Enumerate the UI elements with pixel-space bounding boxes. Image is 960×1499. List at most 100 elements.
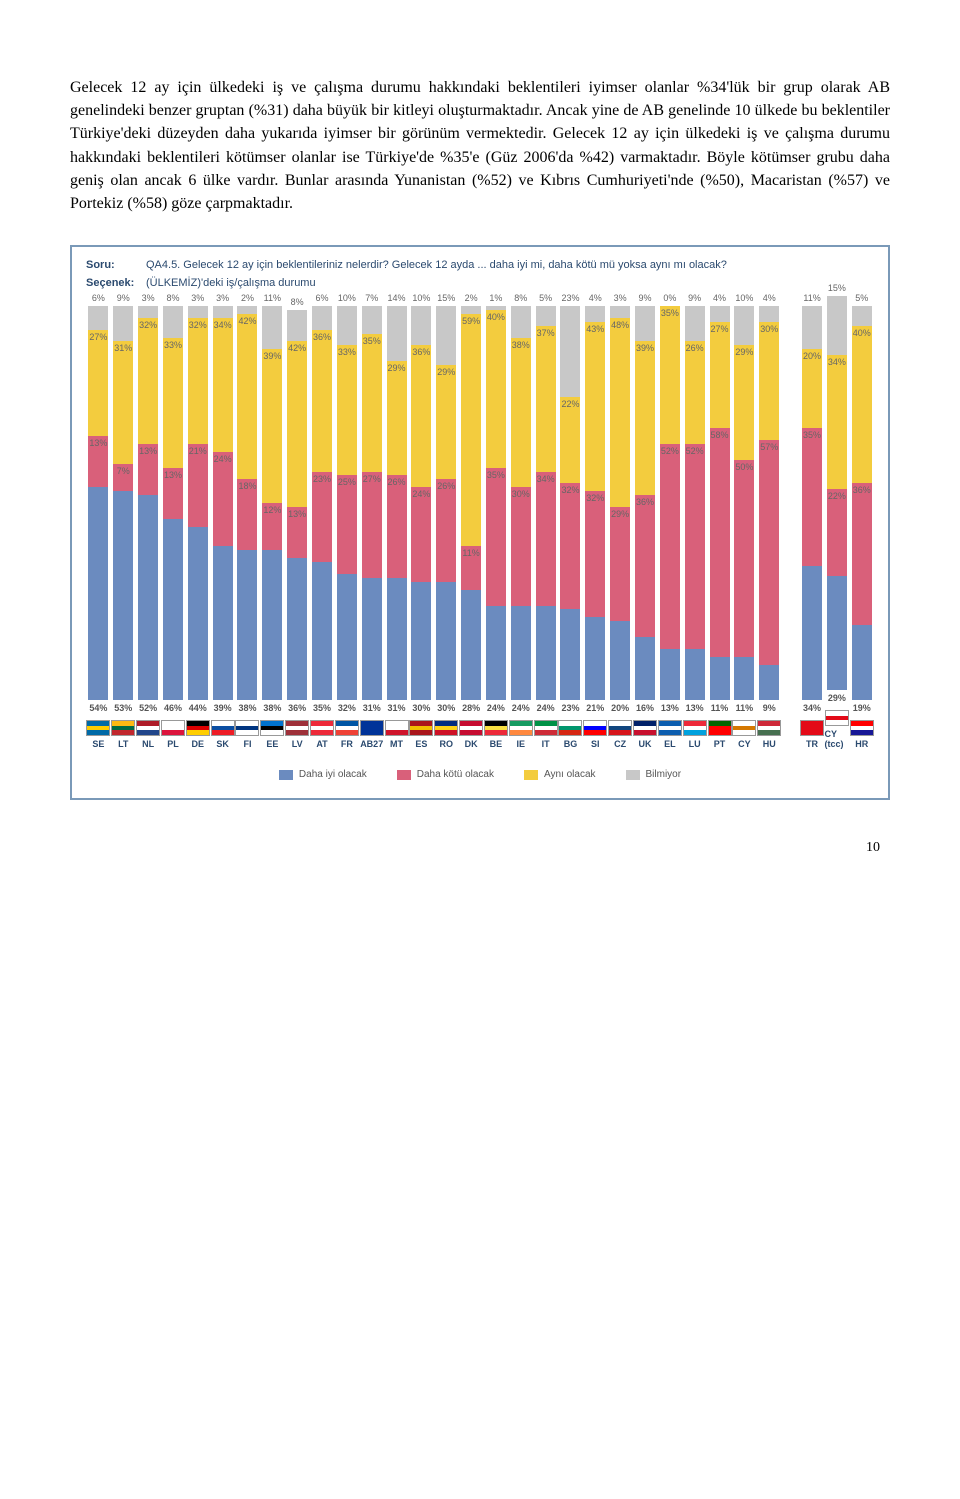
flag-icon (385, 720, 409, 736)
legend-worse: Daha kötü olacak (397, 769, 494, 780)
country-code: ES (415, 739, 427, 749)
country-bar-HU: 9%57%30%4%HU (757, 306, 782, 749)
flag-icon (136, 720, 160, 736)
country-bar-MT: 31%26%29%14%MT (384, 306, 409, 749)
country-bar-FI: 38%18%42%2%FI (235, 306, 260, 749)
flag-icon (800, 720, 824, 736)
flag-icon (360, 720, 384, 736)
flag-icon (608, 720, 632, 736)
flag-icon (757, 720, 781, 736)
country-bar-ES: 30%24%36%10%ES (409, 306, 434, 749)
flag-icon (285, 720, 309, 736)
country-bar-AB27: 31%27%35%7%AB27 (359, 306, 384, 749)
country-bar-SE: 54%13%27%6%SE (86, 306, 111, 749)
flag-icon (235, 720, 259, 736)
country-bar-IT: 24%34%37%5%IT (533, 306, 558, 749)
option-label: Seçenek: (86, 277, 146, 289)
country-code: LV (292, 739, 303, 749)
flag-icon (186, 720, 210, 736)
country-code: BG (564, 739, 578, 749)
country-code: BE (490, 739, 503, 749)
body-paragraph: Gelecek 12 ay için ülkedeki iş ve çalışm… (70, 76, 890, 215)
country-code: FI (243, 739, 251, 749)
country-code: EE (266, 739, 278, 749)
country-code: CY (738, 739, 751, 749)
flag-icon (211, 720, 235, 736)
chart-container: Soru: QA4.5. Gelecek 12 ay için beklenti… (70, 245, 890, 800)
country-code: CZ (614, 739, 626, 749)
flag-icon (683, 720, 707, 736)
country-bar-LU: 13%52%26%9%LU (682, 306, 707, 749)
legend-same: Aynı olacak (524, 769, 596, 780)
flag-icon (260, 720, 284, 736)
country-code: EL (664, 739, 676, 749)
country-code: NL (142, 739, 154, 749)
flag-icon (558, 720, 582, 736)
flag-icon (310, 720, 334, 736)
country-code: RO (439, 739, 453, 749)
flag-icon (708, 720, 732, 736)
flag-icon (825, 710, 849, 726)
country-bar-FR: 32%25%33%10%FR (334, 306, 359, 749)
country-code: SE (92, 739, 104, 749)
country-bar-LT: 53%7%31%9%LT (111, 306, 136, 749)
country-bar-HR: 19%36%40%5%HR (849, 306, 874, 749)
country-bar-IE: 24%30%38%8%IE (508, 306, 533, 749)
country-bar-CY (tcc): 29%22%34%15%CY (tcc) (824, 296, 849, 749)
question-row: Soru: QA4.5. Gelecek 12 ay için beklenti… (86, 259, 874, 271)
flag-icon (658, 720, 682, 736)
country-code: LT (118, 739, 128, 749)
country-bar-BG: 23%32%22%23%BG (558, 306, 583, 749)
country-code: IT (542, 739, 550, 749)
option-row: Seçenek: (ÜLKEMİZ)'deki iş/çalışma durum… (86, 277, 874, 289)
chart-legend: Daha iyi olacak Daha kötü olacak Aynı ol… (86, 769, 874, 780)
country-bar-SK: 39%24%34%3%SK (210, 306, 235, 749)
country-bar-BE: 24%35%40%1%BE (484, 306, 509, 749)
country-code: SI (591, 739, 600, 749)
country-code: DK (465, 739, 478, 749)
flag-icon (850, 720, 874, 736)
flag-icon (86, 720, 110, 736)
country-bar-RO: 30%26%29%15%RO (434, 306, 459, 749)
question-text: QA4.5. Gelecek 12 ay için beklentilerini… (146, 259, 874, 271)
country-bar-PT: 11%58%27%4%PT (707, 306, 732, 749)
country-bar-PL: 46%13%33%8%PL (161, 306, 186, 749)
country-code: AB27 (360, 739, 383, 749)
country-bar-SI: 21%32%43%4%SI (583, 306, 608, 749)
flag-icon (459, 720, 483, 736)
flag-icon (484, 720, 508, 736)
legend-better: Daha iyi olacak (279, 769, 367, 780)
country-bar-NL: 52%13%32%3%NL (136, 306, 161, 749)
stacked-bar-chart: 54%13%27%6%SE53%7%31%9%LT52%13%32%3%NL46… (86, 319, 874, 749)
country-bar-TR: 34%35%20%11%TR (800, 306, 825, 749)
country-bar-AT: 35%23%36%6%AT (310, 306, 335, 749)
country-bar-LV: 36%13%42%8%LV (285, 310, 310, 749)
country-bar-CY: 11%50%29%10%CY (732, 306, 757, 749)
country-code: HU (763, 739, 776, 749)
country-bar-CZ: 20%29%48%3%CZ (608, 306, 633, 749)
flag-icon (534, 720, 558, 736)
country-code: SK (216, 739, 229, 749)
option-text: (ÜLKEMİZ)'deki iş/çalışma durumu (146, 277, 874, 289)
flag-icon (732, 720, 756, 736)
country-code: AT (316, 739, 327, 749)
flag-icon (509, 720, 533, 736)
country-bar-EL: 13%52%35%0%EL (657, 306, 682, 749)
flag-icon (111, 720, 135, 736)
country-code: DE (192, 739, 205, 749)
flag-icon (335, 720, 359, 736)
flag-icon (434, 720, 458, 736)
country-bar-DK: 28%11%59%2%DK (459, 306, 484, 749)
flag-icon (409, 720, 433, 736)
page-number: 10 (70, 840, 890, 856)
country-bar-EE: 38%12%39%11%EE (260, 306, 285, 749)
country-code: IE (517, 739, 526, 749)
country-code: CY (tcc) (824, 729, 849, 749)
country-code: UK (638, 739, 651, 749)
country-bar-UK: 16%36%39%9%UK (633, 306, 658, 749)
country-code: PL (167, 739, 179, 749)
country-code: PT (714, 739, 726, 749)
flag-icon (633, 720, 657, 736)
country-code: LU (689, 739, 701, 749)
country-code: TR (806, 739, 818, 749)
